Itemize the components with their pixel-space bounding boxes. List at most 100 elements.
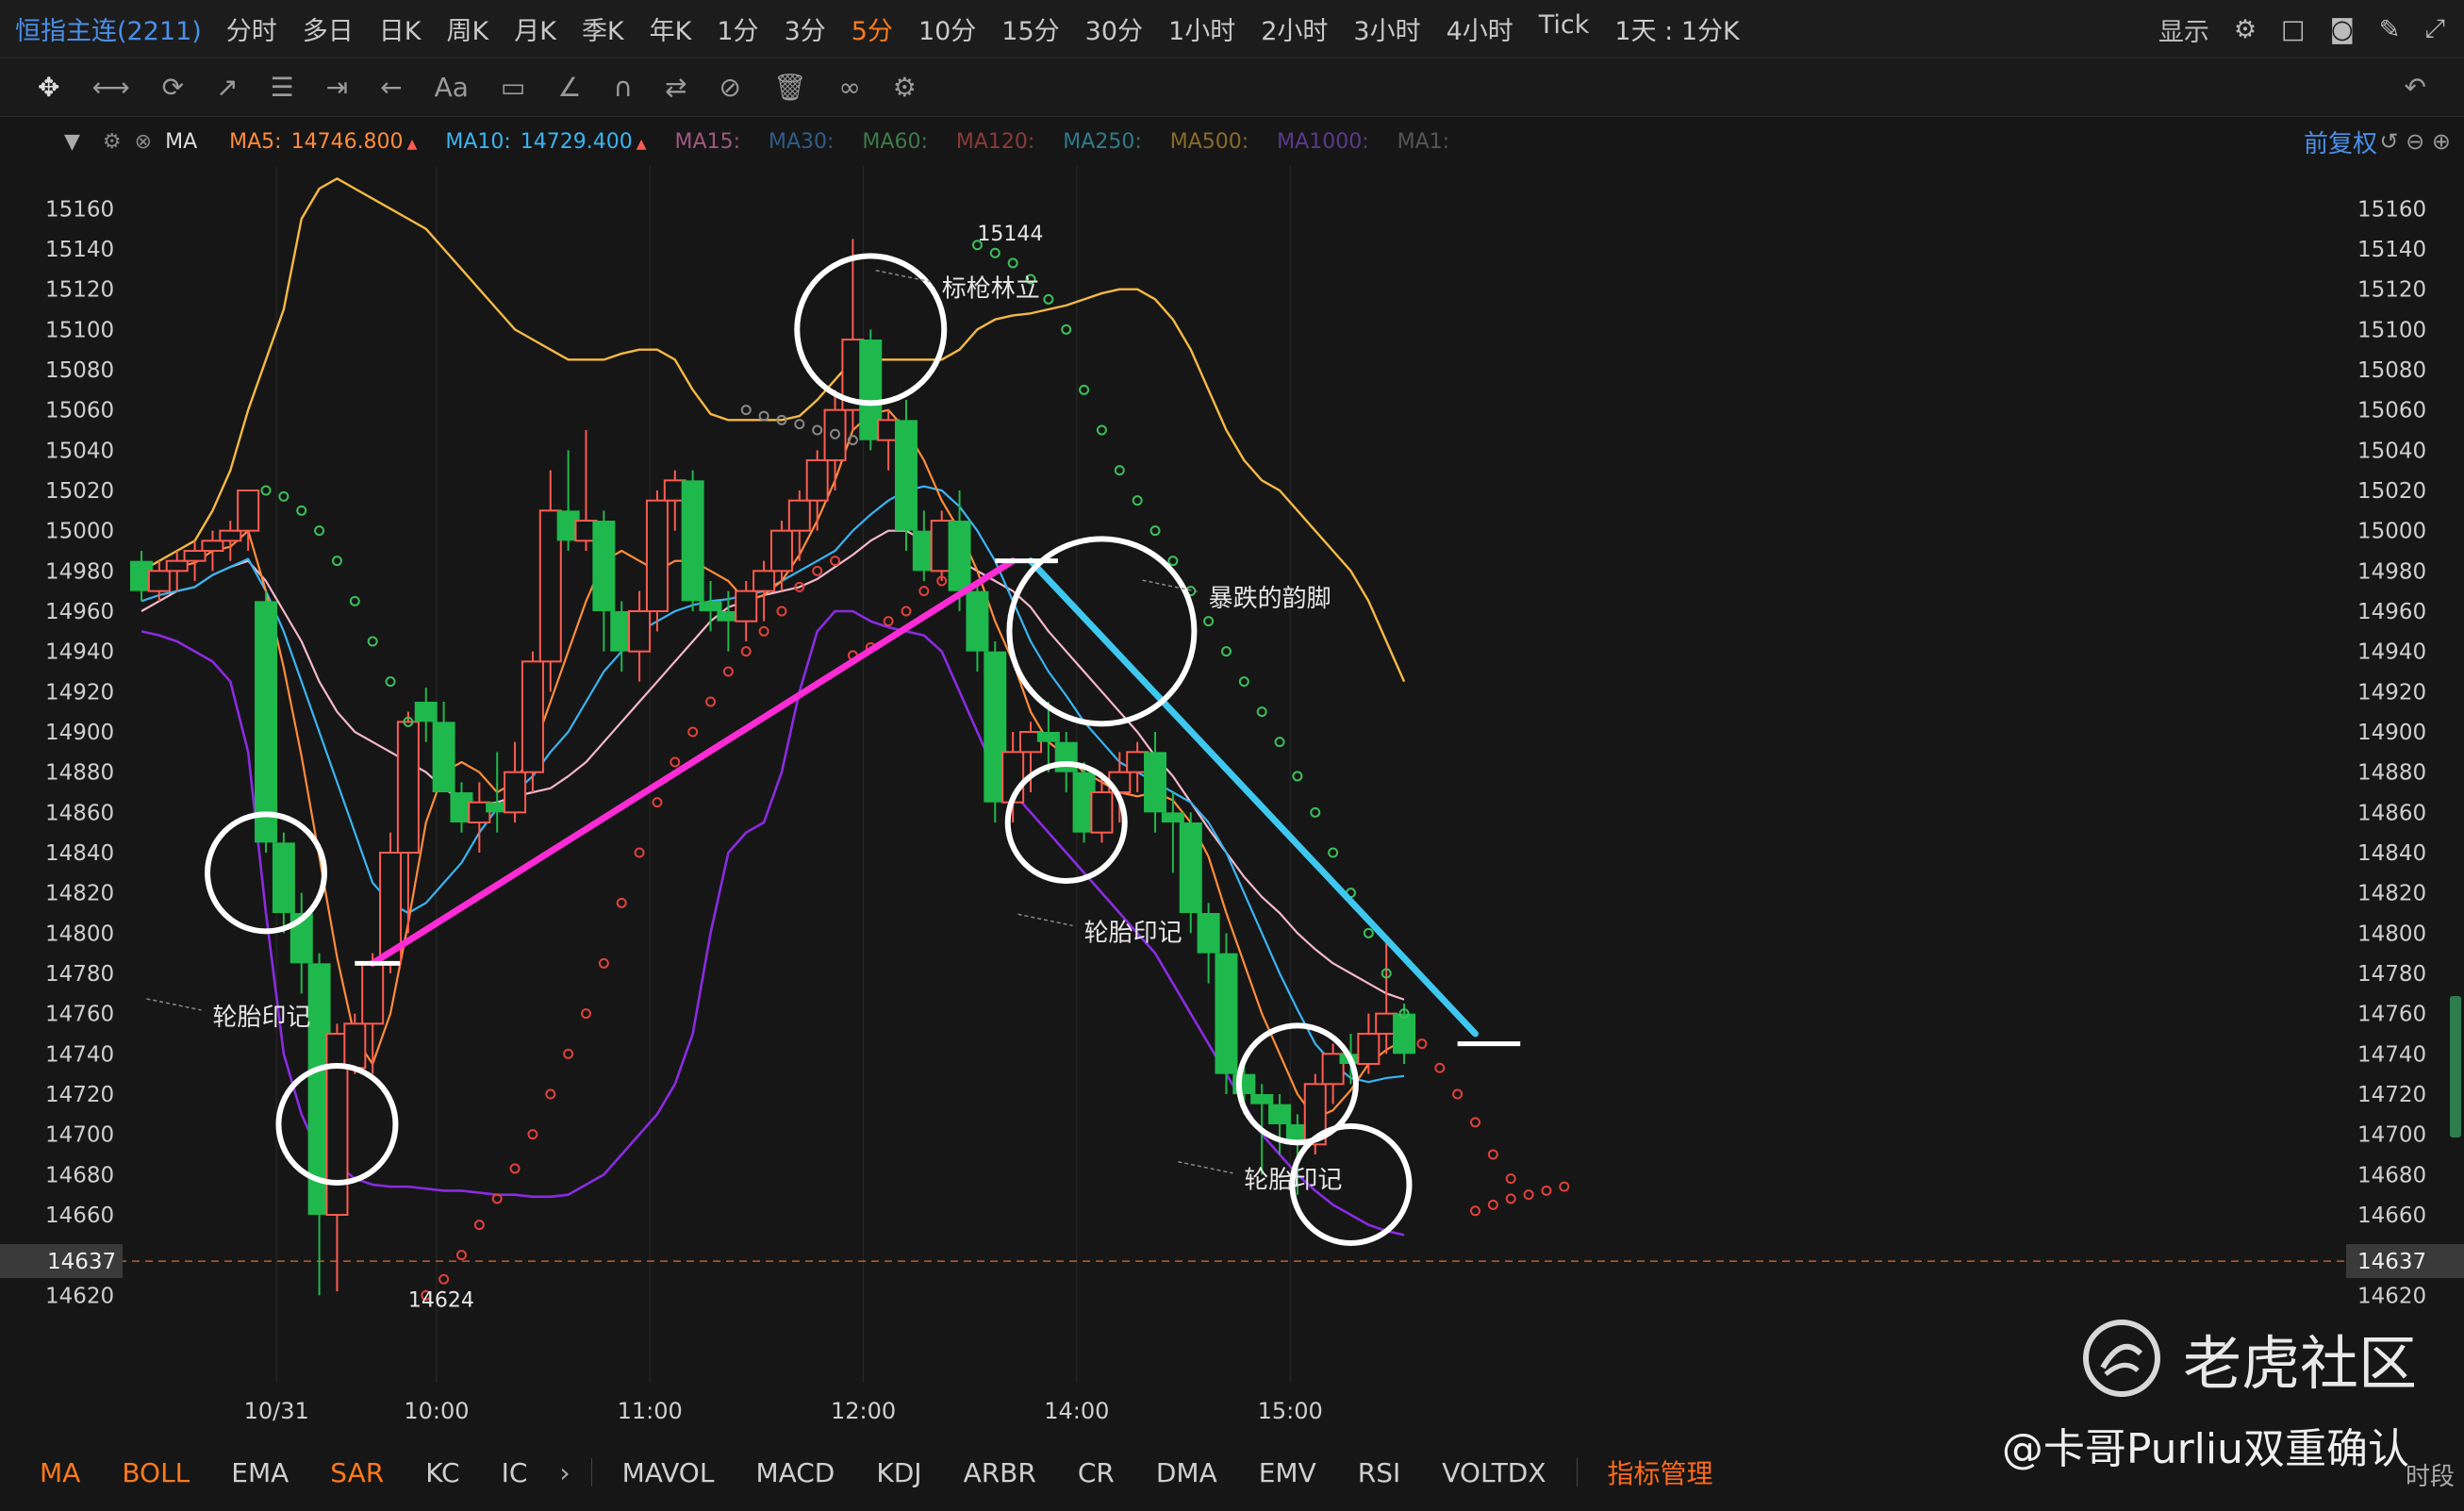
arrow-tool-icon[interactable]: ← <box>380 72 403 103</box>
candle-body-down <box>255 601 278 843</box>
edit-pencil-icon[interactable]: ✎ <box>2378 14 2401 44</box>
trash-icon[interactable]: 🗑 <box>772 72 807 103</box>
timeframe-tab[interactable]: 5分 <box>851 17 893 46</box>
highlight-circle[interactable] <box>205 811 328 935</box>
indicator-tab-emv[interactable]: EMV <box>1258 1456 1316 1488</box>
trend-line[interactable] <box>369 557 1017 967</box>
indicator-tab-cr[interactable]: CR <box>1077 1456 1115 1488</box>
highlight-circle[interactable] <box>794 253 948 407</box>
sar-dot <box>758 625 769 637</box>
watermark-credit: @卡哥Purliu双重确认 <box>2001 1425 2409 1473</box>
timeframe-tab[interactable]: 3小时 <box>1353 17 1421 46</box>
link-icon[interactable]: ∞ <box>838 72 861 103</box>
highlight-circle[interactable] <box>275 1063 399 1186</box>
indicator-tab-voltdx[interactable]: VOLTDX <box>1442 1456 1546 1488</box>
extreme-price-label: 15144 <box>977 223 1043 246</box>
indicator-tab-dma[interactable]: DMA <box>1155 1456 1217 1488</box>
scroll-handle[interactable] <box>2450 996 2461 1137</box>
indicator-tab-boll[interactable]: BOLL <box>122 1456 190 1488</box>
y-tick-label-right: 15140 <box>2357 238 2426 262</box>
text-tool-icon[interactable]: Aa <box>434 72 469 103</box>
indicator-tab-ma[interactable]: MA <box>40 1456 81 1488</box>
tool-settings-icon[interactable]: ⚙ <box>892 72 917 103</box>
fullscreen-icon[interactable]: ⤢ <box>2424 14 2445 43</box>
settings-gear-icon[interactable]: ⚙ <box>2233 14 2257 44</box>
more-chevron-icon[interactable]: › <box>559 1456 571 1488</box>
ma-close-icon[interactable]: ⊗ <box>134 129 153 154</box>
highlight-circle[interactable] <box>1235 1022 1359 1146</box>
trend-tool-icon[interactable]: ↗ <box>216 72 239 103</box>
timeframe-tab[interactable]: 1分 <box>717 17 759 46</box>
candle-body-up <box>538 509 562 663</box>
range-selector[interactable]: 1天 : 1分K <box>1614 17 1740 46</box>
timeframe-tab[interactable]: 4小时 <box>1446 17 1513 46</box>
indicator-tab-macd[interactable]: MACD <box>755 1456 835 1488</box>
indicator-tab-rsi[interactable]: RSI <box>1357 1456 1401 1488</box>
highlight-circle[interactable] <box>1289 1123 1413 1246</box>
hide-icon[interactable]: ⊘ <box>719 72 741 103</box>
ma-legend-label: MA120: <box>955 129 1035 154</box>
y-tick-label-right: 14660 <box>2357 1204 2426 1228</box>
indicator-tab-sar[interactable]: SAR <box>330 1456 385 1488</box>
timeframe-tab[interactable]: 1小时 <box>1168 17 1236 46</box>
symbol-title[interactable]: 恒指主连(2211) <box>15 17 202 46</box>
indicator-tab-ic[interactable]: IC <box>501 1456 528 1488</box>
timeframe-tab[interactable]: 季K <box>581 17 624 46</box>
sar-dot <box>491 1193 503 1204</box>
sar-dot <box>385 676 396 688</box>
tab-separator <box>1576 1458 1578 1486</box>
zoom-controls-icon[interactable]: ↺ ⊖ ⊕ <box>2379 128 2451 155</box>
candlestick-chart[interactable]: 15160 15160 15140 15140 15120 15120 15100 15100… <box>0 166 2464 1439</box>
sar-dot <box>1007 257 1018 269</box>
timeframe-tab[interactable]: 10分 <box>918 17 977 46</box>
ruler-tool-icon[interactable]: ∠ <box>557 72 582 103</box>
timeframe-tab[interactable]: 3分 <box>784 17 826 46</box>
y-tick-label-right: 15080 <box>2357 358 2426 383</box>
trend-line[interactable] <box>1027 557 1479 1038</box>
timeframe-tab[interactable]: 2小时 <box>1261 17 1329 46</box>
line-tool-icon[interactable]: ⟷ <box>91 72 130 103</box>
measure-tool-icon[interactable]: ⇥ <box>325 72 349 103</box>
cycle-tool-icon[interactable]: ⟳ <box>161 72 185 103</box>
timeframe-tab[interactable]: 15分 <box>1001 17 1060 46</box>
timeframe-tab[interactable]: 多日 <box>302 17 354 46</box>
highlight-circle[interactable] <box>1004 761 1128 884</box>
move-cross-icon[interactable]: ✥ <box>38 72 60 103</box>
timeframe-tab[interactable]: 周K <box>446 17 489 46</box>
highlight-circle[interactable] <box>1006 536 1198 727</box>
indicator-manage[interactable]: 指标管理 <box>1607 1458 1713 1489</box>
collapse-icon[interactable]: ▼ <box>64 129 80 154</box>
display-menu[interactable]: 显示 <box>2158 17 2209 47</box>
indicator-tab-kdj[interactable]: KDJ <box>876 1456 922 1488</box>
ma-settings-icon[interactable]: ⚙ <box>102 129 122 154</box>
timeframe-tab[interactable]: Tick <box>1538 10 1590 40</box>
layout-square-icon[interactable]: □ <box>2281 14 2306 44</box>
timeframe-tab[interactable]: 日K <box>378 17 422 46</box>
fib-tool-icon[interactable]: ☰ <box>270 72 294 103</box>
x-tick-label: 12:00 <box>831 1398 896 1424</box>
ma-legend-item: MA30: <box>769 130 834 154</box>
indicator-tab-mavol[interactable]: MAVOL <box>621 1456 715 1488</box>
ma-up-arrow-icon: ▲ <box>406 136 418 152</box>
timeframe-tab[interactable]: 月K <box>514 17 556 46</box>
ma-indicator-name[interactable]: MA <box>165 129 198 154</box>
y-tick-label-left: 14620 <box>45 1284 114 1308</box>
indicator-tab-ema[interactable]: EMA <box>231 1456 289 1488</box>
timeframe-tab[interactable]: 30分 <box>1084 17 1144 46</box>
magnet-icon[interactable]: ∩ <box>613 72 633 103</box>
sar-dot <box>794 581 805 592</box>
comment-tool-icon[interactable]: ▭ <box>500 72 526 103</box>
timeframe-tab[interactable]: 分时 <box>225 17 277 46</box>
camera-icon[interactable]: ◙ <box>2329 14 2355 44</box>
ma-legend-item: MA15: <box>675 130 740 154</box>
sar-dot <box>545 1088 556 1100</box>
timeframe-tab[interactable]: 年K <box>649 17 692 46</box>
sar-dot <box>670 756 681 768</box>
adjust-label[interactable]: 前复权 <box>2303 129 2377 158</box>
y-tick-label-right: 14860 <box>2357 801 2426 825</box>
undo-icon[interactable]: ↶ <box>2404 72 2426 103</box>
y-tick-label-left: 15080 <box>45 358 114 383</box>
sync-icon[interactable]: ⇄ <box>664 72 687 103</box>
indicator-tab-arbr[interactable]: ARBR <box>963 1456 1036 1488</box>
indicator-tab-kc[interactable]: KC <box>425 1456 460 1488</box>
